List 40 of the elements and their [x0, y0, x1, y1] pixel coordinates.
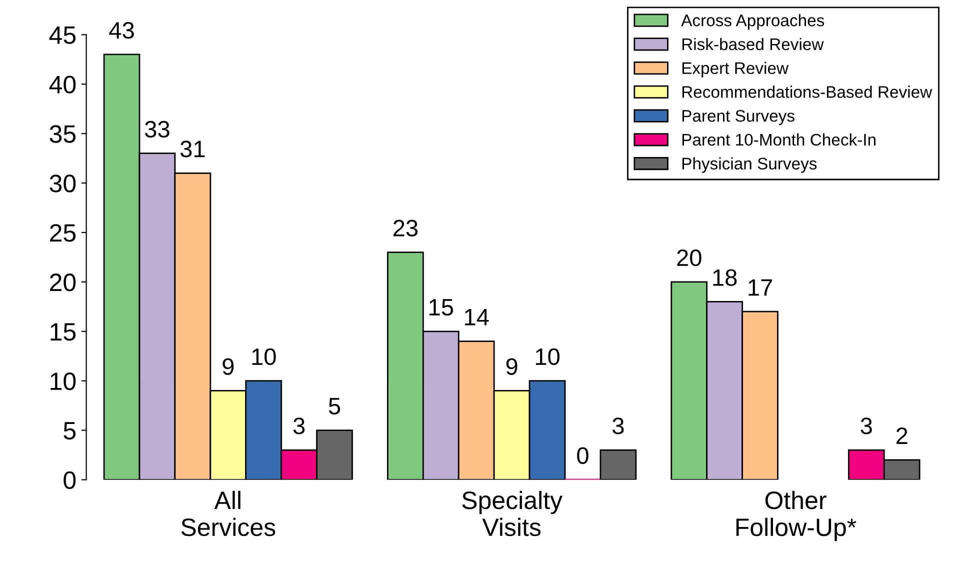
data-label: 10	[252, 348, 276, 366]
x-tick-label: Specialty Visits	[462, 490, 562, 536]
data-label: 15	[430, 299, 454, 316]
data-label: 3	[293, 418, 305, 434]
data-label: 3	[860, 418, 872, 434]
data-label: 9	[506, 358, 518, 375]
y-tick-label: 15	[50, 323, 76, 341]
legend-label: Risk-based Review	[682, 38, 824, 50]
data-label: 2	[896, 427, 908, 444]
data-label: 14	[465, 309, 489, 326]
data-label: 9	[222, 358, 234, 375]
data-label: 5	[328, 398, 340, 415]
data-label: 20	[677, 249, 702, 266]
data-label: 23	[393, 220, 418, 236]
data-label: 33	[145, 120, 170, 138]
legend-label: Parent 10-Month Check-In	[682, 133, 876, 146]
data-label: 17	[748, 279, 772, 296]
y-tick-label: 35	[50, 125, 76, 143]
legend-label: Recommendations-Based Review	[682, 86, 932, 98]
bar	[600, 449, 637, 480]
y-tick-label: 5	[64, 422, 76, 440]
y-tick-label: 40	[49, 76, 76, 94]
data-label: 18	[713, 269, 737, 286]
legend-label: Across Approaches	[681, 14, 824, 30]
y-tick-label: 45	[49, 26, 76, 44]
data-label: 31	[180, 140, 205, 158]
legend-label: Expert Review	[682, 62, 789, 78]
y-tick-label: 10	[50, 372, 76, 390]
data-label: 43	[109, 22, 134, 39]
y-tick-label: 25	[50, 224, 76, 242]
data-label: 0	[577, 447, 588, 464]
legend-label: Physician Surveys	[682, 157, 817, 173]
y-tick-label: 0	[64, 471, 76, 490]
data-label: 10	[536, 348, 560, 366]
x-tick-label: Other Follow-Up*	[736, 490, 856, 542]
x-tick-label: All Services	[181, 490, 276, 536]
y-tick-label: 30	[50, 174, 76, 192]
y-tick-label: 20	[50, 274, 76, 292]
data-label: 3	[612, 418, 624, 434]
legend-label: Parent Surveys	[682, 110, 794, 126]
